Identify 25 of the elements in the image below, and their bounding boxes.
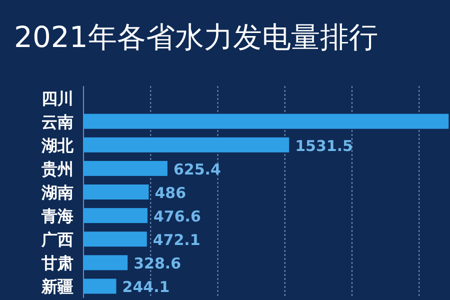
data-label: 244.1 — [122, 278, 170, 296]
bar — [84, 208, 148, 224]
y-tick-label: 甘肃 — [40, 254, 74, 273]
y-tick-label: 广西 — [40, 230, 74, 250]
data-label: 476.6 — [153, 208, 201, 226]
bar — [84, 278, 116, 294]
y-tick-label: 湖南 — [40, 183, 74, 202]
data-label: 328.6 — [134, 254, 182, 273]
data-label: 472.1 — [152, 231, 200, 250]
data-label: 486 — [154, 184, 186, 202]
y-tick-label: 湖北 — [40, 136, 74, 155]
bar — [84, 114, 449, 129]
data-label: 625.4 — [173, 160, 221, 178]
bar — [84, 232, 147, 247]
chart-title: 2021年各省水力发电量排行 — [14, 20, 378, 54]
y-tick-label: 新疆 — [40, 277, 74, 296]
data-label: 1531.5 — [295, 136, 353, 155]
bar — [84, 137, 290, 152]
y-tick-label: 青海 — [40, 206, 74, 226]
y-tick-label: 四川 — [42, 88, 74, 108]
y-tick-label: 云南 — [42, 112, 74, 132]
y-tick-label: 贵州 — [40, 159, 74, 178]
bar — [84, 255, 128, 270]
bar — [84, 184, 149, 200]
bar — [84, 160, 168, 176]
